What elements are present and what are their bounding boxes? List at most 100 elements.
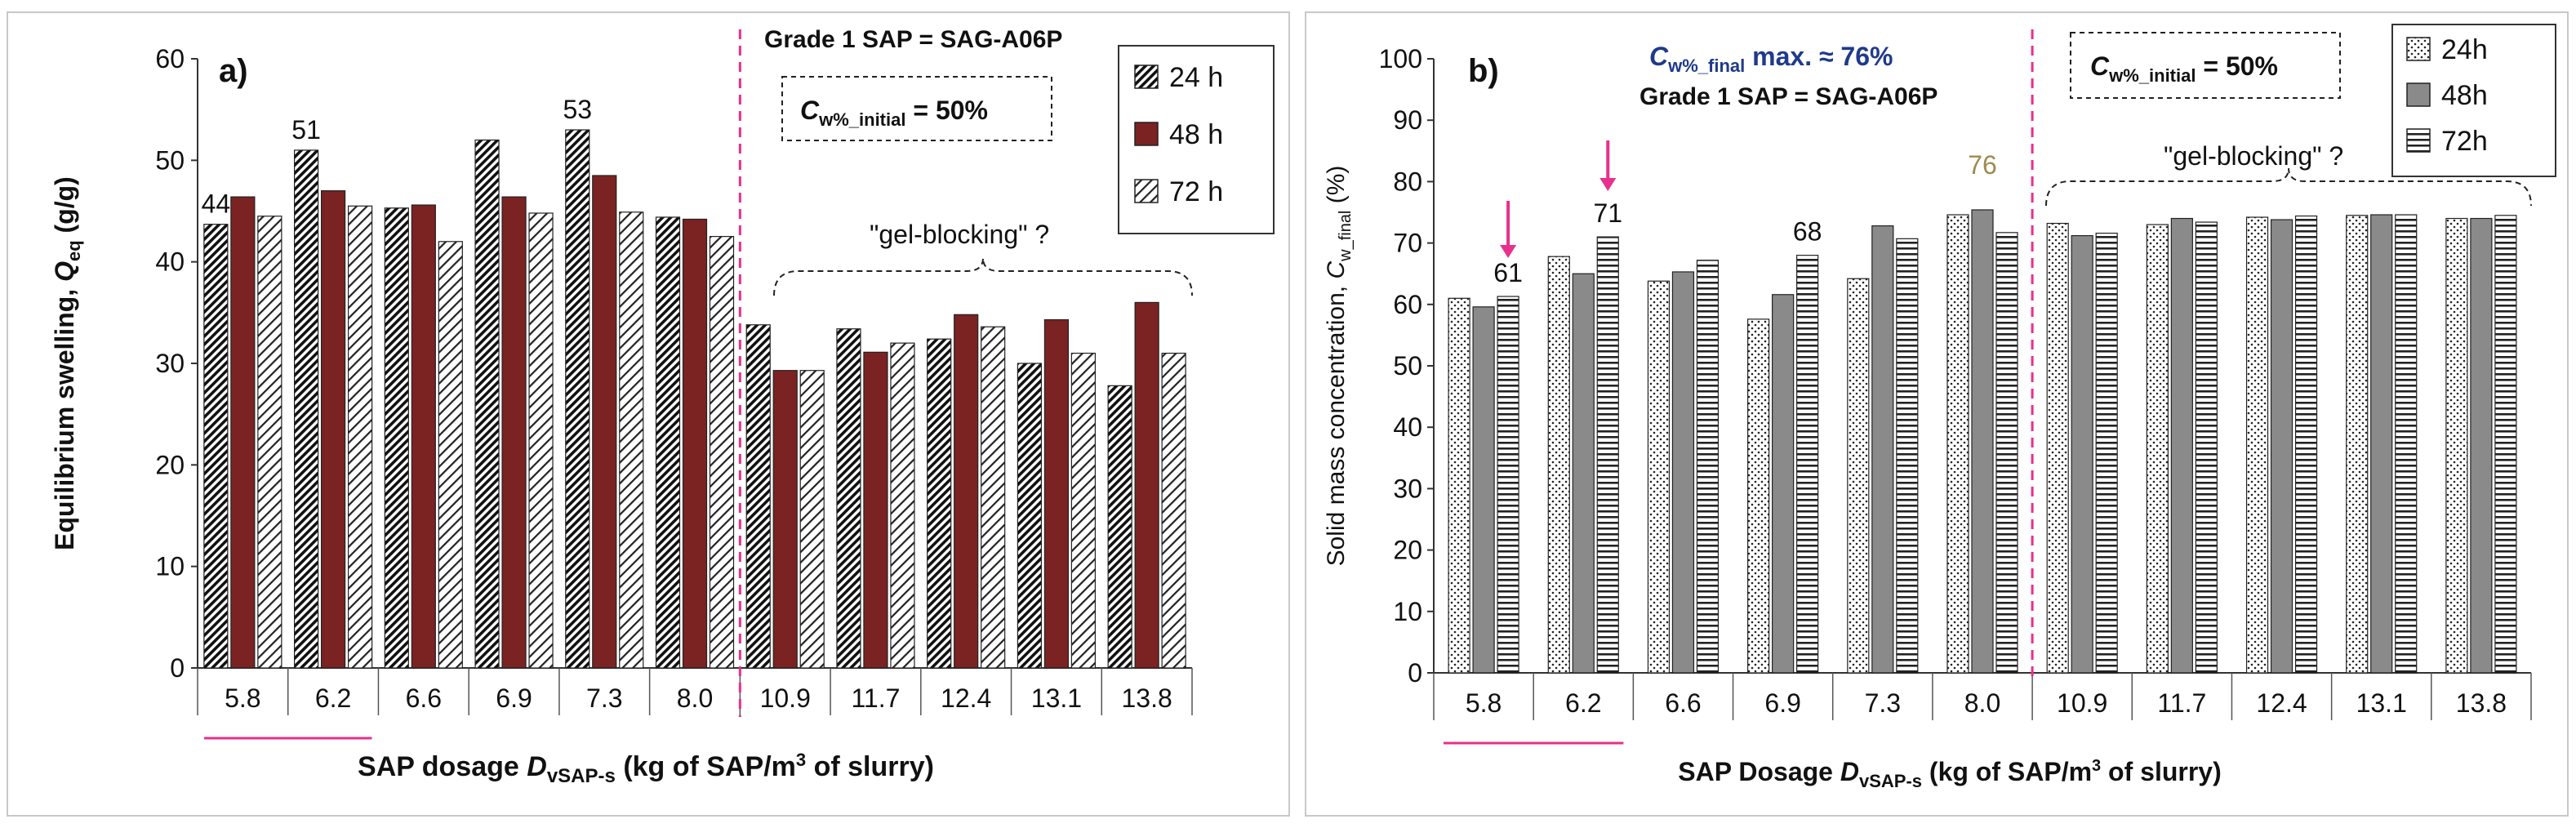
x-tick-label: 8.0 (1964, 688, 2000, 718)
x-tick-label: 10.9 (760, 683, 811, 713)
cw-initial-annotation: Cw%_initial = 50% (800, 96, 988, 130)
legend-swatch (2406, 128, 2431, 153)
gel-blocking-brace (773, 257, 1193, 296)
bar-24h-11.7 (2146, 224, 2169, 674)
bar-48h-6.6 (1671, 271, 1695, 674)
cw-initial-box (2070, 32, 2341, 99)
bar-72h-12.4 (2294, 215, 2318, 674)
gel-blocking-annotation: "gel-blocking" ? (2164, 141, 2343, 171)
bar-48h-12.4 (2270, 219, 2293, 674)
x-tick-label: 13.1 (2356, 688, 2407, 718)
bar-72h-13.1 (1070, 352, 1097, 669)
bar-72h-6.2 (1596, 236, 1619, 674)
chart-panel-b: 0 10 20 30 40 50 60 70 80 90 100 5.8 6.2 6.6 6.9 7.3 8.0… (1305, 11, 2569, 817)
x-tick-label: 7.3 (1865, 688, 1901, 718)
bar-24h-6.6 (1647, 280, 1671, 674)
max-annotation: Cw%_final max. ≈ 76% (1649, 42, 1893, 76)
bar-24h-13.1 (2346, 215, 2369, 674)
bar-48h-12.4 (954, 314, 979, 669)
data-label: 68 (1793, 217, 1822, 247)
y-tick-label: 20 (155, 450, 185, 479)
legend-label: 24 h (1169, 62, 1223, 93)
bar-48h-8.0 (1971, 209, 1994, 674)
highlight-arrow-head (1500, 245, 1517, 258)
bar-72h-6.9 (528, 212, 554, 669)
x-tick-label: 8.0 (677, 683, 713, 713)
y-tick-label: 10 (155, 552, 185, 581)
bar-48h-11.7 (863, 351, 888, 669)
bar-48h-13.1 (2370, 214, 2393, 674)
highlight-arrow-head (1599, 178, 1617, 191)
bar-24h-7.3 (565, 129, 590, 669)
y-tick-label: 80 (1393, 167, 1422, 196)
x-tick-label: 6.9 (1764, 688, 1800, 718)
x-tick-label: 11.7 (2157, 688, 2206, 718)
bar-48h-13.8 (2470, 217, 2493, 674)
legend-label: 48h (2441, 80, 2488, 111)
bar-72h-8.0 (1995, 232, 2018, 674)
bar-24h-13.1 (1017, 363, 1043, 669)
bar-24h-6.9 (474, 139, 500, 669)
bar-48h-6.9 (1772, 294, 1795, 674)
x-tick-label: 13.8 (2456, 688, 2507, 718)
y-tick-label: 40 (155, 247, 185, 277)
gel-blocking-annotation: "gel-blocking" ? (870, 220, 1049, 249)
x-tick-label: 11.7 (852, 683, 901, 713)
cw-initial-box (781, 76, 1052, 141)
y-tick-label: 90 (1393, 105, 1422, 135)
y-axis-title: Solid mass concentration, Cw_final (%) (1323, 166, 1355, 567)
bar-48h-7.3 (592, 175, 617, 669)
y-tick-label: 20 (1393, 536, 1422, 565)
bar-24h-6.2 (1547, 256, 1570, 674)
bar-48h-6.9 (501, 196, 527, 669)
data-label: 53 (563, 95, 592, 124)
gel-blocking-brace (2045, 167, 2532, 207)
bar-24h-13.8 (2445, 217, 2468, 674)
bar-48h-10.9 (772, 370, 798, 669)
bar-24h-5.8 (203, 224, 229, 669)
data-label: 71 (1593, 198, 1622, 228)
legend-swatch (2406, 37, 2431, 61)
data-label: 44 (202, 189, 231, 219)
legend-swatch (1134, 122, 1159, 146)
chart-b-plot: 0 10 20 30 40 50 60 70 80 90 100 5.8 6.2 6.6 6.9 7.3 8.0… (1323, 24, 2556, 791)
bar-24h-7.3 (1847, 278, 1870, 674)
bar-24h-8.0 (1946, 214, 1969, 674)
bar-48h-6.2 (320, 190, 346, 669)
grade-annotation: Grade 1 SAP = SAG-A06P (764, 26, 1062, 53)
x-tick-label: 12.4 (941, 683, 991, 713)
bar-24h-6.2 (293, 149, 319, 669)
bar-24h-6.6 (384, 207, 409, 669)
bar-24h-10.9 (2046, 222, 2069, 674)
data-label: 61 (1493, 258, 1523, 287)
bar-24h-5.8 (1448, 297, 1470, 674)
bar-72h-7.3 (1896, 238, 1919, 674)
bar-48h-7.3 (1871, 225, 1894, 674)
bar-48h-6.2 (1572, 273, 1595, 674)
legend-swatch (1134, 179, 1159, 203)
bar-72h-10.9 (799, 370, 825, 669)
y-tick-label: 40 (1393, 412, 1422, 442)
legend: 24h 48h 72h (2391, 24, 2556, 177)
y-tick-label: 0 (1408, 658, 1422, 688)
panel-label: a) (219, 53, 248, 89)
bar-72h-6.2 (347, 205, 373, 669)
y-tick-label: 10 (1393, 597, 1422, 626)
y-tick-label: 30 (155, 349, 185, 378)
data-label: 51 (291, 115, 321, 145)
x-tick-label: 5.8 (225, 683, 260, 713)
panel-label: b) (1468, 53, 1499, 89)
x-tick-label: 6.2 (1565, 688, 1601, 718)
bar-72h-13.8 (1161, 352, 1186, 669)
x-axis-title: SAP dosage DvSAP-s (kg of SAP/m3 of slur… (358, 750, 934, 787)
bar-24h-12.4 (2245, 216, 2269, 674)
bar-48h-5.8 (1472, 306, 1495, 674)
bar-48h-8.0 (682, 218, 708, 669)
y-tick-label: 0 (170, 653, 185, 683)
x-tick-label: 6.9 (496, 683, 532, 713)
x-tick-label: 13.1 (1031, 683, 1082, 713)
x-tick-label: 5.8 (1466, 688, 1502, 718)
y-tick-label: 70 (1393, 229, 1422, 258)
bar-72h-7.3 (619, 211, 644, 669)
x-tick-label: 13.8 (1121, 683, 1172, 713)
